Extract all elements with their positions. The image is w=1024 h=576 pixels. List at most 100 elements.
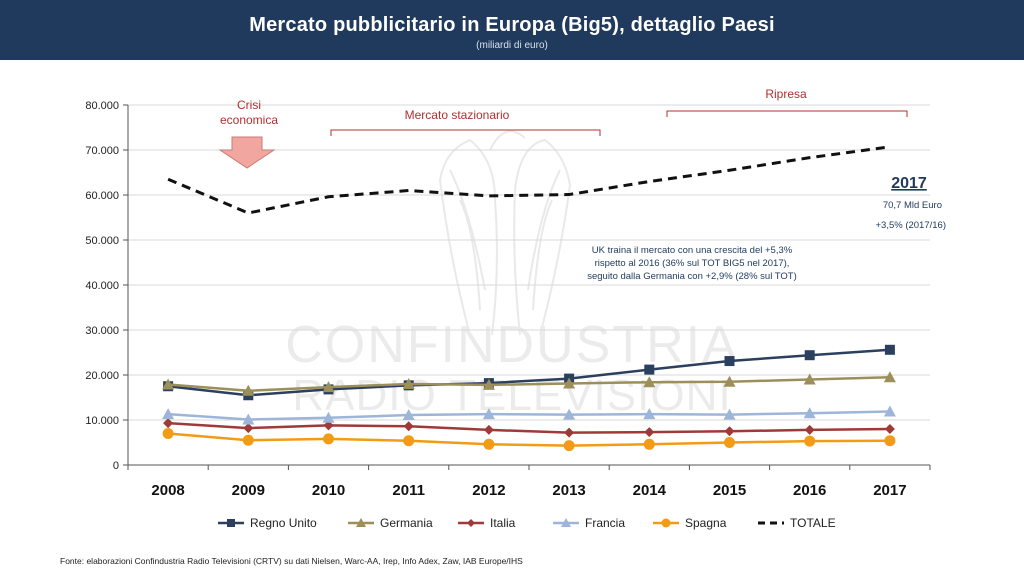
legend-marker-spagna <box>661 518 671 528</box>
line-chart: CONFINDUSTRIA RADIO TELEVISIONI 0 10.000 2… <box>85 87 946 530</box>
legend-label-regno-unito: Regno Unito <box>250 516 317 530</box>
watermark-emblem <box>438 130 572 336</box>
annotation-note-line-2: rispetto al 2016 (36% sul TOT BIG5 nel 2… <box>595 258 790 269</box>
data-point-regno-unito <box>724 356 735 367</box>
watermark-line-2: RADIO TELEVISIONI <box>292 371 731 420</box>
data-point-italia <box>323 420 334 431</box>
annotation-crisi-line-2: economica <box>220 113 278 127</box>
data-point-regno-unito <box>644 364 655 375</box>
y-tick-label: 30.000 <box>85 325 119 337</box>
legend-label-totale: TOTALE <box>790 516 836 530</box>
data-point-francia <box>723 408 736 420</box>
data-point-spagna <box>483 438 495 450</box>
x-tick-label: 2010 <box>312 482 345 499</box>
data-point-spagna <box>563 440 575 452</box>
annotation-stazionario: Mercato stazionario <box>405 108 510 122</box>
data-point-germania <box>402 378 415 389</box>
legend-marker-germania <box>356 518 366 527</box>
data-point-francia <box>643 408 656 420</box>
data-point-italia <box>564 427 575 438</box>
data-point-spagna <box>162 428 174 439</box>
chart-title: Mercato pubblicitario in Europa (Big5), … <box>249 14 775 36</box>
data-point-francia <box>482 408 495 420</box>
data-point-germania <box>563 377 576 389</box>
annotation-note-line-3: seguito dalla Germania con +2,9% (28% su… <box>587 271 797 282</box>
data-point-francia <box>563 408 576 420</box>
data-point-italia <box>644 427 655 438</box>
data-point-spagna <box>403 435 415 447</box>
series-line-francia <box>168 410 890 421</box>
series-line-italia <box>168 421 890 434</box>
data-point-germania <box>803 373 816 385</box>
legend-label-germania: Germania <box>380 516 433 530</box>
data-point-spagna <box>804 435 816 447</box>
legend-label-italia: Italia <box>490 516 516 530</box>
data-point-italia <box>884 424 895 434</box>
data-point-italia <box>804 424 815 435</box>
y-tick-label: 80.000 <box>85 100 119 112</box>
annotation-year: 2017 <box>891 175 927 192</box>
x-tick-label: 2012 <box>472 482 505 499</box>
annotation-crisi-line-1: Crisi <box>237 98 261 112</box>
data-point-francia <box>883 405 896 417</box>
legend-label-francia: Francia <box>585 516 625 530</box>
data-point-germania <box>883 371 896 383</box>
watermark-line-1: CONFINDUSTRIA <box>285 316 739 374</box>
annotation-note-line-1: UK traina il mercato con una crescita de… <box>592 245 793 256</box>
y-tick-label: 70.000 <box>85 145 119 157</box>
x-tick-label: 2014 <box>633 482 667 499</box>
x-tick-label: 2013 <box>552 482 585 499</box>
legend-marker-francia <box>561 518 571 527</box>
data-point-regno-unito <box>884 344 895 355</box>
data-point-spagna <box>643 438 655 450</box>
source-note: Fonte: elaborazioni Confindustria Radio … <box>60 556 523 566</box>
series-line-totale <box>167 145 891 215</box>
x-tick-label: 2017 <box>873 482 906 499</box>
legend-marker-regno-unito <box>227 519 235 527</box>
series-line-germania <box>168 376 890 393</box>
annotation-total-value: 70,7 Mld Euro <box>883 200 942 211</box>
x-tick-label: 2011 <box>392 482 425 499</box>
x-tick-label: 2009 <box>232 482 265 499</box>
y-tick-label: 20.000 <box>85 370 119 382</box>
x-axis: 2008 2009 2010 2011 2012 2013 2014 2015 2016 2017 <box>127 464 931 499</box>
y-tick-label: 10.000 <box>85 415 119 427</box>
annotation-growth: +3,5% (2017/16) <box>875 220 946 231</box>
legend-marker-italia <box>467 519 475 527</box>
legend-label-spagna: Spagna <box>685 516 727 530</box>
data-point-spagna <box>323 433 334 445</box>
data-point-germania <box>322 381 335 393</box>
y-tick-label: 0 <box>113 460 119 472</box>
legend: Regno Unito Germania Italia Francia Spagna TO… <box>218 516 836 530</box>
data-point-spagna <box>242 434 254 446</box>
data-point-italia <box>724 426 735 437</box>
data-point-germania <box>723 375 736 387</box>
y-axis: 0 10.000 20.000 30.000 40.000 50.000 60.000 70.… <box>85 100 129 472</box>
data-point-italia <box>163 418 174 429</box>
data-point-germania <box>482 378 495 390</box>
data-point-regno-unito <box>804 350 815 361</box>
data-point-spagna <box>724 437 735 448</box>
data-point-germania <box>242 384 255 396</box>
chart-subtitle: (miliardi di euro) <box>476 40 548 51</box>
data-point-italia <box>403 421 414 432</box>
bracket-ripresa <box>666 110 908 117</box>
x-tick-label: 2015 <box>713 482 746 499</box>
data-point-francia <box>803 407 816 419</box>
data-point-francia <box>162 408 175 420</box>
data-point-francia <box>322 411 335 423</box>
data-point-germania <box>643 376 656 388</box>
annotations: Crisi economica Mercato stazionario Ripr… <box>218 87 946 282</box>
series-line-spagna <box>167 432 890 447</box>
data-point-germania <box>162 378 175 390</box>
down-arrow-icon <box>218 136 276 169</box>
y-tick-label: 60.000 <box>85 190 119 202</box>
data-point-francia <box>242 413 255 425</box>
x-tick-label: 2016 <box>793 482 826 499</box>
y-tick-label: 40.000 <box>85 280 119 292</box>
title-bar: Mercato pubblicitario in Europa (Big5), … <box>0 0 1024 60</box>
watermark: CONFINDUSTRIA RADIO TELEVISIONI <box>285 130 739 420</box>
series-layer <box>162 145 896 452</box>
bracket-stazionario <box>330 129 601 136</box>
data-point-italia <box>243 423 254 434</box>
